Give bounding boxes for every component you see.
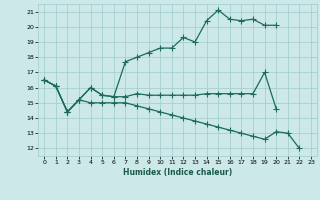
X-axis label: Humidex (Indice chaleur): Humidex (Indice chaleur)	[123, 168, 232, 177]
